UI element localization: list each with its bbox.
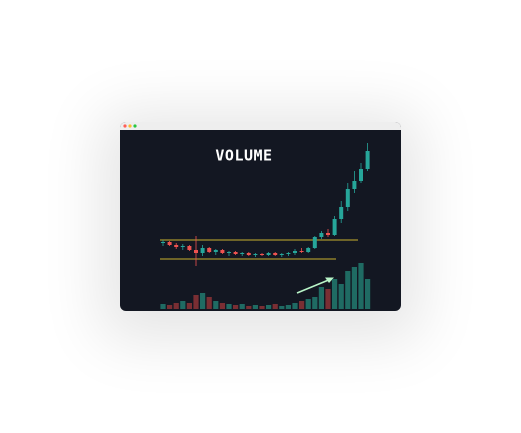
volume-bar	[358, 263, 364, 309]
candle-body	[326, 233, 330, 235]
volume-bar	[213, 301, 219, 309]
volume-bar	[318, 287, 324, 309]
volume-bar	[219, 303, 225, 309]
volume-bar	[312, 297, 318, 309]
volume-bar	[345, 271, 351, 309]
volume-bar	[332, 279, 338, 309]
volume-bar	[173, 303, 179, 309]
title-bar	[120, 122, 401, 130]
candle-body	[266, 253, 271, 255]
candle-body	[253, 254, 258, 255]
candle-body	[233, 252, 238, 254]
volume-bar	[193, 295, 199, 309]
volume-bar	[160, 304, 166, 309]
candle-body	[187, 246, 192, 250]
candle-body	[180, 246, 185, 247]
minimize-dot[interactable]	[128, 124, 132, 128]
candle-body	[207, 248, 212, 252]
candle-body	[260, 254, 264, 255]
volume-bar	[200, 293, 206, 309]
candle-body	[319, 233, 324, 237]
volume-bar	[252, 305, 258, 309]
candle-body	[167, 242, 172, 245]
candle-body	[365, 151, 370, 169]
candle-body	[174, 245, 179, 247]
candle-body	[227, 252, 231, 253]
volume-bar	[180, 301, 186, 309]
candle-body	[312, 237, 317, 248]
volume-bar	[365, 279, 371, 309]
candle-body	[213, 250, 218, 252]
volume-bar	[338, 284, 344, 309]
candle-body	[246, 253, 251, 255]
candle-body	[194, 250, 198, 253]
volume-bar	[351, 267, 357, 309]
volume-bar	[206, 297, 212, 309]
candle-body	[220, 250, 225, 253]
volume-bar	[239, 304, 245, 309]
candle-body	[293, 251, 297, 253]
volume-bar	[167, 305, 173, 309]
candle-body	[352, 181, 357, 189]
candle-body	[200, 248, 205, 253]
browser-window: VOLUME	[120, 122, 401, 311]
volume-bar	[292, 303, 298, 309]
volume-bar	[279, 306, 285, 309]
candle-body	[359, 169, 363, 181]
volume-bar	[325, 289, 331, 309]
candle-body	[339, 207, 344, 219]
maximize-dot[interactable]	[133, 124, 137, 128]
candle-body	[273, 253, 278, 255]
candle-body	[332, 219, 337, 235]
chart: VOLUME	[120, 122, 401, 309]
volume-bar	[299, 301, 305, 309]
chart-title: VOLUME	[215, 147, 272, 165]
volume-bar	[285, 305, 291, 309]
candle-body	[279, 254, 284, 255]
candle-body	[286, 253, 291, 254]
volume-bar	[305, 299, 311, 309]
volume-bar	[272, 304, 278, 309]
volume-bar	[259, 306, 265, 309]
volume-bar	[233, 305, 239, 309]
candle-body	[299, 251, 304, 252]
annotation-arrow	[296, 277, 334, 294]
close-dot[interactable]	[123, 124, 127, 128]
candle-body	[306, 248, 311, 252]
volume-bar	[246, 306, 252, 309]
candle-body	[161, 242, 165, 243]
candle-body	[345, 189, 350, 207]
volume-bar	[226, 304, 232, 309]
candle-body	[240, 253, 245, 254]
volume-bar	[186, 303, 192, 309]
volume-bar	[266, 305, 272, 309]
